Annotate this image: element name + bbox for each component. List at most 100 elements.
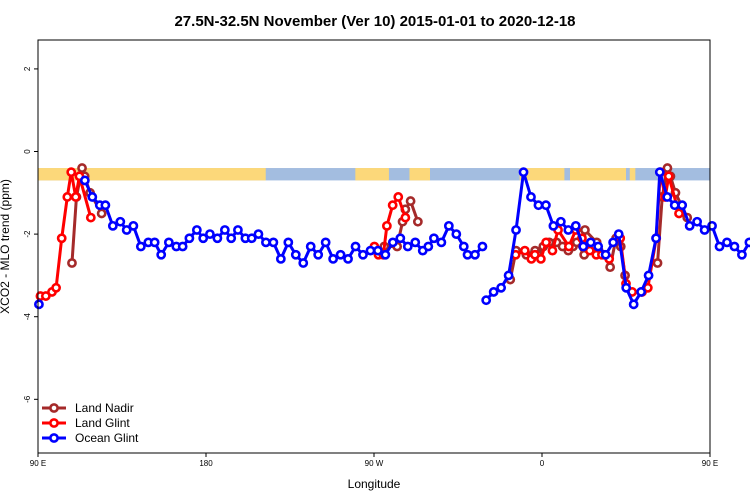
x-tick-label: 0 (540, 459, 545, 468)
data-point (722, 237, 732, 248)
data-point (405, 196, 416, 206)
data-point (275, 253, 286, 264)
data-point (729, 241, 740, 252)
data-point (519, 245, 530, 256)
data-point (570, 220, 581, 231)
legend-marker (49, 418, 59, 428)
data-point (87, 192, 98, 202)
data-point (343, 253, 353, 264)
legend-label: Ocean Glint (75, 431, 139, 445)
data-point (34, 299, 44, 310)
data-point (226, 233, 237, 244)
data-point (547, 245, 558, 256)
data-point (608, 237, 619, 248)
data-point (436, 237, 447, 248)
data-point (283, 237, 294, 248)
data-point (651, 233, 661, 244)
legend-marker (49, 433, 59, 443)
data-point (451, 229, 462, 240)
series-layer (34, 163, 750, 310)
data-point (387, 200, 398, 211)
data-point (462, 249, 473, 260)
data-point (246, 233, 257, 244)
data-point (674, 208, 684, 219)
data-point (443, 220, 454, 231)
data-point (135, 241, 146, 252)
data-point (395, 233, 406, 244)
data-point (115, 216, 126, 227)
y-tick-label: -6 (23, 395, 32, 403)
data-point (563, 225, 574, 235)
data-point (541, 200, 551, 211)
legend-marker (49, 403, 59, 413)
data-point (503, 270, 514, 281)
land-mask-band (38, 168, 710, 181)
data-point (518, 167, 529, 178)
data-point (548, 220, 559, 231)
data-point (580, 225, 590, 235)
land-band-segment (355, 168, 389, 181)
data-point (96, 208, 107, 219)
series-line (83, 179, 365, 265)
data-point (621, 282, 632, 293)
data-point (600, 249, 611, 260)
data-point (66, 167, 77, 178)
data-point (541, 237, 552, 248)
data-point (205, 229, 215, 240)
data-point (458, 241, 469, 252)
x-axis-label: Longitude (348, 477, 401, 491)
data-point (477, 241, 488, 252)
data-point (643, 270, 654, 281)
data-point (423, 241, 434, 252)
y-axis-label: XCO2 - MLO trend (ppm) (0, 179, 12, 314)
data-point (533, 200, 544, 211)
data-point (605, 262, 616, 273)
x-tick-label: 90 E (30, 459, 46, 468)
data-point (320, 237, 331, 248)
data-point (410, 237, 421, 248)
data-point (184, 233, 195, 244)
data-point (737, 249, 747, 260)
data-point (400, 212, 411, 223)
data-point (393, 192, 404, 202)
data-point (156, 249, 167, 260)
data-point (387, 237, 398, 248)
data-point (290, 249, 301, 260)
legend-label: Land Nadir (75, 401, 134, 415)
y-tick-label: -4 (23, 313, 32, 321)
data-point (488, 287, 499, 297)
data-point (744, 237, 750, 248)
data-point (191, 225, 202, 235)
data-point (555, 216, 566, 227)
data-point (62, 192, 73, 202)
data-point (121, 225, 132, 235)
series-land-nadir (67, 163, 693, 285)
data-point (128, 220, 139, 231)
data-point (107, 220, 118, 231)
data-point (313, 249, 324, 260)
data-point (358, 249, 368, 260)
data-point (636, 287, 647, 297)
data-point (593, 241, 604, 252)
data-point (692, 216, 703, 227)
data-point (628, 299, 639, 310)
legend-label: Land Glint (75, 416, 130, 430)
land-band-segment (519, 168, 565, 181)
y-tick-label: 0 (23, 149, 32, 154)
data-point (684, 220, 695, 231)
land-band-segment (629, 168, 636, 181)
data-point (613, 229, 624, 240)
data-point (198, 233, 209, 244)
data-point (261, 237, 271, 248)
data-point (662, 192, 673, 202)
data-point (67, 258, 77, 268)
data-point (699, 225, 710, 235)
data-point (149, 237, 160, 248)
x-tick-label: 90 E (702, 459, 718, 468)
land-band-segment (409, 168, 430, 181)
data-point (496, 282, 507, 293)
data-point (402, 241, 413, 252)
data-point (563, 241, 574, 252)
